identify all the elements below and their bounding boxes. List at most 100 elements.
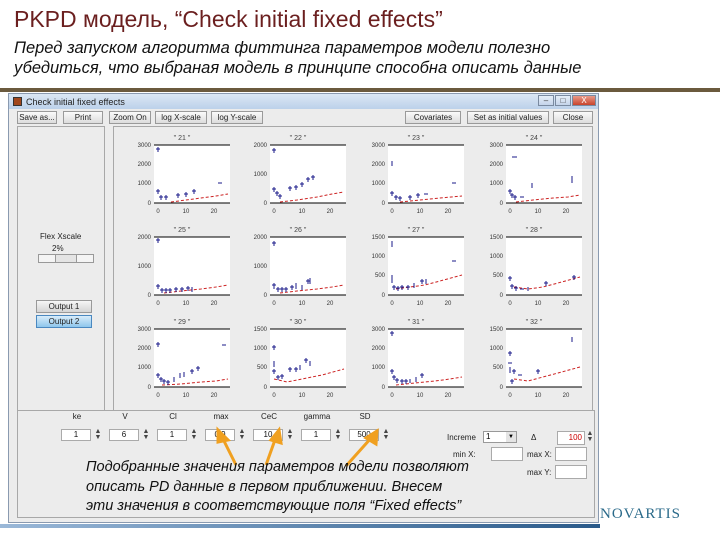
svg-text:10: 10 [535,301,542,307]
spinner-sd[interactable]: ▲ ▼ [382,428,390,441]
plot-grid: " 21 " 3000 2000 1000 0 0 10 20 " 22 " [113,126,593,412]
taskbar-strip [0,524,600,528]
svg-text:0: 0 [156,301,160,307]
svg-text:10: 10 [535,209,542,215]
svg-text:1000: 1000 [372,254,386,260]
svg-text:1000: 1000 [254,264,268,270]
svg-text:0: 0 [156,393,160,399]
minimize-button[interactable]: – [538,95,554,106]
flex-xscale-slider[interactable] [38,254,94,263]
svg-text:1000: 1000 [254,346,268,352]
increment-label: Increme [447,433,476,442]
svg-text:10: 10 [535,393,542,399]
chevron-down-icon[interactable]: ▼ [506,432,516,442]
subplot-23[interactable]: " 23 " 3000 2000 1000 0 0 10 20 [350,131,468,225]
svg-text:20: 20 [327,301,334,307]
subplot-31[interactable]: " 31 " 3000 2000 1000 0 0 10 20 [350,315,468,409]
close-button[interactable]: Close [553,111,593,124]
svg-text:0: 0 [148,293,152,299]
svg-text:2000: 2000 [138,346,152,352]
zoom-on-button[interactable]: Zoom On [109,111,151,124]
spinner-delta[interactable]: ▲ ▼ [586,430,594,443]
svg-text:0: 0 [264,201,268,207]
param-input-gamma[interactable]: 1 [301,429,331,441]
log-x-scale-button[interactable]: log X-scale [155,111,207,124]
caption-line-3: эти значения в соответствующие поля “Fix… [86,498,462,514]
svg-text:1000: 1000 [138,365,152,371]
set-initial-values-button[interactable]: Set as initial values [467,111,549,124]
subplot-22[interactable]: " 22 " 2000 1000 0 0 10 20 [232,131,350,225]
spinner-cl[interactable]: ▲ ▼ [190,428,198,441]
svg-text:1000: 1000 [254,172,268,178]
caption-line-2: описать PD данные в первом приближении. … [86,478,443,495]
output-1-button[interactable]: Output 1 [36,300,92,313]
param-input-v[interactable]: 6 [109,429,139,441]
svg-text:2000: 2000 [138,162,152,168]
subplot-21[interactable]: " 21 " 3000 2000 1000 0 0 10 20 [116,131,234,225]
maximize-button[interactable]: □ [555,95,571,106]
svg-text:3000: 3000 [372,143,386,149]
svg-text:" 24 ": " 24 " [526,135,543,142]
max-x-input[interactable] [555,447,587,461]
param-label-ke: ke [72,412,82,421]
spinner-max[interactable]: ▲ ▼ [238,428,246,441]
slider-thumb[interactable] [55,255,77,262]
svg-text:20: 20 [445,209,452,215]
param-label-gamma: gamma [303,412,331,421]
spinner-gamma[interactable]: ▲ ▼ [334,428,342,441]
param-input-ke[interactable]: 1 [61,429,91,441]
param-input-cl[interactable]: 1 [157,429,187,441]
svg-text:0: 0 [390,301,394,307]
svg-text:0: 0 [508,209,512,215]
window-titlebar[interactable]: Check initial fixed effects – □ X [9,94,598,109]
svg-text:20: 20 [445,393,452,399]
svg-text:2000: 2000 [372,346,386,352]
svg-text:0: 0 [390,209,394,215]
svg-text:20: 20 [563,393,570,399]
subplot-28[interactable]: " 28 " 1500 1000 500 0 0 10 20 [468,223,586,317]
flex-xscale-label: Flex Xscale [40,232,82,241]
svg-text:10: 10 [417,393,424,399]
delta-input[interactable]: 100 [557,431,585,445]
caption-line-1: Подобранные значения параметров модели п… [86,459,469,475]
subplot-32[interactable]: " 32 " 1500 1000 500 0 0 10 20 [468,315,586,409]
svg-text:" 26 ": " 26 " [290,227,307,234]
svg-text:2000: 2000 [138,235,152,241]
covariates-button[interactable]: Covariates [405,111,461,124]
slide-subtitle: Перед запуском алгоритма фиттинга параме… [14,38,581,78]
subplot-24[interactable]: " 24 " 3000 2000 1000 0 0 10 20 [468,131,586,225]
close-window-button[interactable]: X [572,95,596,106]
svg-text:20: 20 [327,209,334,215]
svg-text:3000: 3000 [490,143,504,149]
svg-text:0: 0 [500,293,504,299]
svg-text:3000: 3000 [372,327,386,333]
slider-value: 2% [52,244,64,253]
svg-text:" 28 ": " 28 " [526,227,543,234]
param-label-sd: SD [359,412,371,421]
log-y-scale-button[interactable]: log Y-scale [211,111,263,124]
svg-text:" 23 ": " 23 " [408,135,425,142]
print-button[interactable]: Print [63,111,103,124]
output-2-button[interactable]: Output 2 [36,315,92,328]
param-label-cl: Cl [169,412,177,421]
min-x-input[interactable] [491,447,523,461]
subplot-25[interactable]: " 25 " 2000 1000 0 0 10 20 [116,223,234,317]
subplot-27[interactable]: " 27 " 1500 1000 500 0 0 10 20 [350,223,468,317]
svg-text:1500: 1500 [254,327,268,333]
spinner-cec[interactable]: ▲ ▼ [286,428,294,441]
increment-dropdown[interactable]: 1 ▼ [483,431,517,443]
svg-text:" 25 ": " 25 " [174,227,191,234]
spinner-v[interactable]: ▲ ▼ [142,428,150,441]
subplot-29[interactable]: " 29 " 3000 2000 1000 0 0 10 20 [116,315,234,409]
subplot-26[interactable]: " 26 " 2000 1000 0 0 10 20 [232,223,350,317]
svg-text:0: 0 [382,293,386,299]
svg-text:0: 0 [500,201,504,207]
svg-text:1000: 1000 [372,365,386,371]
svg-text:0: 0 [264,293,268,299]
svg-text:10: 10 [417,301,424,307]
subplot-30[interactable]: " 30 " 1500 1000 500 0 0 10 20 [232,315,350,409]
save-as-button[interactable]: Save as... [17,111,57,124]
max-y-input[interactable] [555,465,587,479]
svg-text:0: 0 [508,393,512,399]
spinner-ke[interactable]: ▲ ▼ [94,428,102,441]
